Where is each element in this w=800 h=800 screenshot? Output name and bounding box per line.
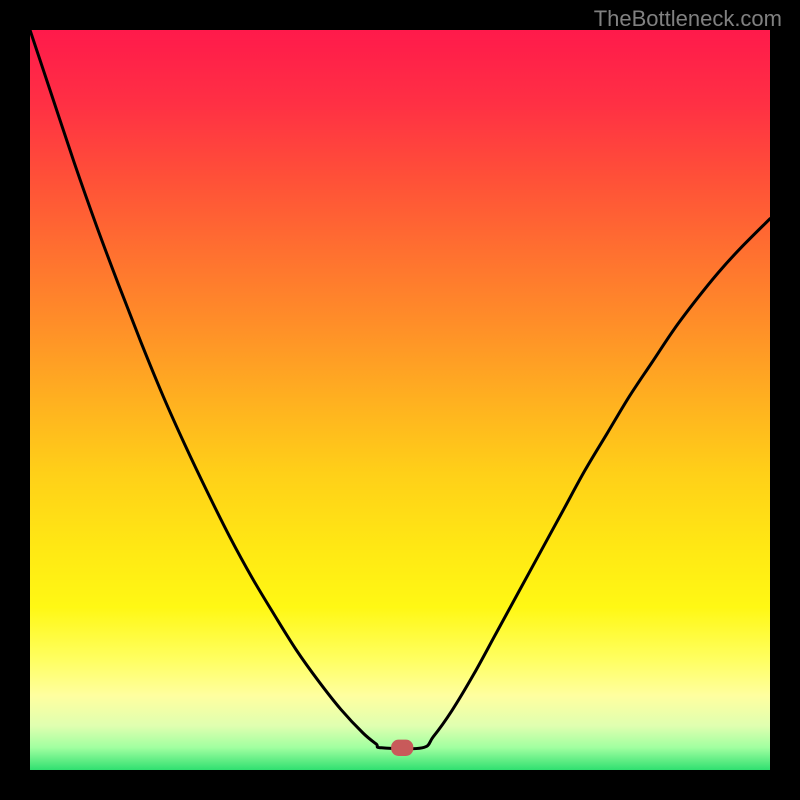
gradient-background	[30, 30, 770, 770]
optimal-point-marker	[391, 740, 413, 756]
watermark-text: TheBottleneck.com	[594, 6, 782, 32]
chart-frame: TheBottleneck.com	[0, 0, 800, 800]
bottleneck-curve-chart	[30, 30, 770, 770]
